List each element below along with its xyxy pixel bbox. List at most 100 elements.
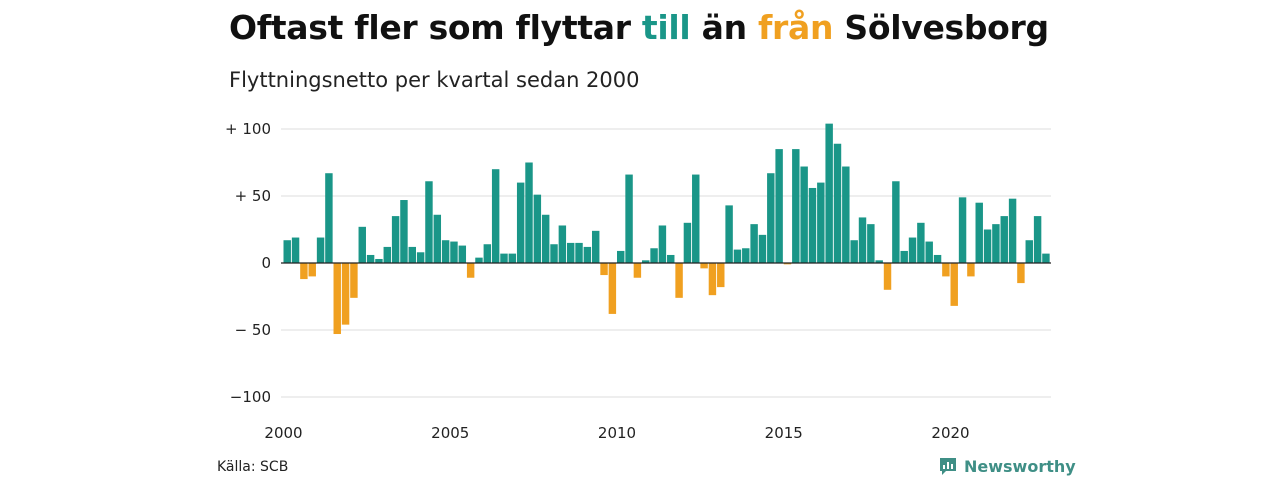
x-tick-label-3: 2015 [765, 424, 803, 442]
bar-76 [917, 222, 925, 263]
bar-60 [783, 263, 792, 265]
source-note: Källa: SCB [217, 459, 289, 475]
x-tick-label-2: 2010 [598, 424, 636, 442]
bar-91 [1042, 253, 1050, 263]
bar-84 [983, 229, 992, 263]
chart-subtitle: Flyttningsnetto per kvartal sedan 2000 [229, 68, 640, 92]
bar-31 [541, 214, 550, 263]
x-tick-label-1: 2005 [431, 424, 469, 442]
bar-58 [767, 173, 775, 263]
bar-46 [667, 254, 675, 263]
bar-45 [658, 225, 667, 263]
bar-77 [925, 241, 933, 263]
y-tick-label-4: −100 [230, 388, 271, 406]
bar-20 [450, 241, 458, 263]
bar-16 [416, 252, 425, 263]
bar-43 [642, 260, 650, 263]
newsworthy-logo-icon [940, 458, 956, 475]
bar-18 [433, 214, 442, 263]
bar-85 [992, 224, 1000, 263]
y-tick-label-1: + 50 [235, 187, 271, 205]
bar-14 [400, 200, 408, 263]
x-tick-label-0: 2000 [264, 424, 302, 442]
bar-51 [708, 263, 717, 296]
bar-27 [508, 253, 517, 263]
bar-86 [1000, 216, 1008, 263]
bar-37 [591, 230, 600, 263]
bar-67 [842, 166, 850, 263]
bar-71 [875, 260, 883, 263]
bar-7 [341, 263, 350, 325]
bar-83 [975, 202, 983, 263]
bar-17 [425, 181, 433, 263]
bar-29 [525, 162, 533, 263]
bar-44 [650, 248, 658, 263]
bar-28 [516, 182, 525, 263]
bar-88 [1017, 263, 1025, 284]
bar-3 [308, 263, 316, 277]
bar-33 [558, 225, 567, 263]
y-tick-label-3: − 50 [235, 321, 271, 339]
bar-23 [475, 257, 483, 263]
bar-32 [550, 244, 558, 263]
bar-69 [858, 217, 867, 263]
bar-87 [1008, 198, 1017, 263]
bar-49 [692, 174, 700, 263]
bar-78 [933, 254, 942, 263]
bar-41 [625, 174, 633, 263]
bar-79 [942, 263, 950, 277]
bar-75 [908, 237, 917, 263]
bar-52 [717, 263, 725, 288]
bar-59 [775, 149, 783, 263]
bar-70 [867, 224, 875, 263]
bar-74 [900, 250, 908, 263]
bar-73 [892, 181, 900, 263]
bar-30 [533, 194, 542, 263]
y-tick-label-0: + 100 [225, 120, 271, 138]
bar-1 [291, 237, 300, 263]
bar-19 [441, 240, 450, 263]
bar-13 [391, 216, 400, 263]
title-part-5: Sölvesborg [833, 8, 1049, 47]
bar-2 [300, 263, 308, 280]
bar-89 [1025, 240, 1033, 263]
bar-90 [1033, 216, 1042, 263]
bar-55 [742, 248, 750, 263]
bar-11 [375, 258, 383, 263]
bar-24 [483, 244, 492, 263]
bar-35 [575, 242, 583, 263]
bar-61 [792, 149, 800, 263]
y-tick-label-2: 0 [261, 254, 271, 272]
bar-0 [283, 240, 291, 263]
bar-82 [967, 263, 975, 277]
brand-name: Newsworthy [964, 456, 1076, 476]
bar-54 [733, 249, 742, 263]
bar-68 [850, 240, 858, 263]
bar-53 [725, 205, 733, 263]
bar-9 [358, 226, 366, 263]
bar-21 [458, 245, 467, 263]
bar-38 [600, 263, 608, 276]
title-part-3: än [690, 8, 758, 47]
bar-66 [833, 143, 842, 263]
bar-6 [333, 263, 341, 335]
bar-26 [500, 253, 508, 263]
bar-4 [316, 237, 325, 263]
title-keyword-fran: från [757, 8, 834, 47]
bar-5 [325, 173, 333, 263]
bar-8 [350, 263, 358, 298]
bar-25 [491, 169, 500, 263]
bar-36 [583, 246, 592, 263]
title-part-1: Oftast fler som flyttar [229, 8, 642, 47]
bar-72 [883, 263, 892, 290]
bar-39 [608, 263, 617, 314]
bar-80 [950, 263, 958, 306]
bar-12 [383, 246, 391, 263]
bar-42 [633, 263, 642, 278]
brand-logo: Newsworthy [938, 456, 1076, 476]
bar-15 [408, 246, 416, 263]
bar-50 [700, 263, 708, 269]
bar-22 [466, 263, 475, 278]
bar-57 [758, 234, 767, 263]
